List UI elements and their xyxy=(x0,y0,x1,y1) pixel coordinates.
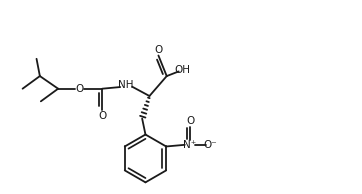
Text: O: O xyxy=(98,111,106,121)
Text: NH: NH xyxy=(118,80,134,90)
Text: N⁺: N⁺ xyxy=(184,140,197,150)
Text: O: O xyxy=(154,44,163,55)
Text: O: O xyxy=(76,84,84,94)
Text: O⁻: O⁻ xyxy=(204,140,218,150)
Text: OH: OH xyxy=(174,65,191,75)
Text: O: O xyxy=(186,116,194,126)
